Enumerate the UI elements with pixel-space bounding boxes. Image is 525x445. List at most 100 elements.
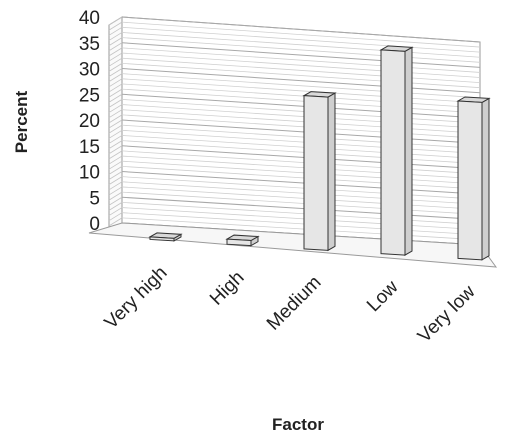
bar-front xyxy=(457,100,483,261)
y-tick-label: 5 xyxy=(89,188,100,209)
side-gridline xyxy=(108,32,123,41)
y-tick-label: 40 xyxy=(79,8,100,29)
bar xyxy=(148,232,183,242)
bar-front xyxy=(303,95,329,251)
side-gridline xyxy=(108,104,123,113)
side-gridline xyxy=(108,21,123,31)
side-gridline xyxy=(108,114,123,124)
side-gridline xyxy=(108,83,123,93)
gridline xyxy=(121,32,481,58)
bar xyxy=(379,45,414,256)
side-gridline xyxy=(108,176,123,185)
side-gridline xyxy=(108,63,123,72)
side-gridline xyxy=(108,140,123,149)
side-gridline xyxy=(108,202,123,211)
gridline xyxy=(121,150,481,175)
side-gridline xyxy=(108,47,123,57)
gridline xyxy=(121,160,481,185)
x-category-label: Medium xyxy=(263,272,326,335)
gridline xyxy=(121,202,481,226)
gridline xyxy=(121,119,481,144)
side-gridline xyxy=(108,78,123,88)
gridline xyxy=(121,181,481,205)
y-tick-label: 10 xyxy=(79,163,100,184)
gridline xyxy=(121,52,481,78)
gridline xyxy=(121,47,481,73)
bar xyxy=(225,234,260,247)
side-gridline xyxy=(108,68,123,77)
gridline xyxy=(121,57,481,83)
gridline xyxy=(121,129,481,155)
gridline xyxy=(121,165,481,190)
side-gridline xyxy=(108,171,123,180)
gridline xyxy=(121,114,481,139)
bar xyxy=(456,96,491,261)
gridline xyxy=(121,99,481,124)
gridline xyxy=(121,109,481,134)
side-gridline xyxy=(108,26,123,36)
gridline xyxy=(121,83,481,109)
gridline xyxy=(121,104,481,129)
y-tick-label: 35 xyxy=(79,34,100,55)
side-gridline xyxy=(108,88,123,98)
x-category-labels: Very high High Medium Low Very low xyxy=(101,263,480,348)
gridline xyxy=(121,21,481,48)
side-gridline xyxy=(108,155,123,165)
gridline xyxy=(121,217,481,241)
side-gridline xyxy=(108,93,123,103)
side-gridline xyxy=(108,37,123,46)
bar-front xyxy=(380,49,406,256)
gridline xyxy=(121,135,481,160)
y-tick-labels: 0 5 10 15 20 25 30 35 40 xyxy=(79,8,100,235)
x-category-label: High xyxy=(206,267,248,309)
side-gridline xyxy=(108,181,123,191)
gridline xyxy=(121,42,481,68)
side-gridline xyxy=(108,52,123,62)
x-axis-title: Factor xyxy=(272,415,324,434)
side-gridline xyxy=(108,42,123,52)
gridline xyxy=(121,37,481,63)
side-gridline xyxy=(108,217,123,227)
side-gridline xyxy=(108,16,123,26)
side-gridline xyxy=(108,109,123,119)
side-gridline xyxy=(108,186,123,196)
gridline xyxy=(121,93,481,119)
side-gridline xyxy=(108,124,123,134)
side-gridline xyxy=(108,160,123,170)
side-gridline xyxy=(108,191,123,201)
gridline xyxy=(121,78,481,104)
bar-side xyxy=(327,92,336,252)
side-gridline xyxy=(108,129,123,139)
gridline xyxy=(121,124,481,149)
x-category-label: Very high xyxy=(101,263,172,334)
gridline xyxy=(121,73,481,99)
gridline xyxy=(121,145,481,170)
gridline xyxy=(121,171,481,195)
gridline xyxy=(121,212,481,236)
side-gridline xyxy=(108,212,123,222)
gridline xyxy=(121,26,481,53)
gridline xyxy=(121,191,481,215)
bar-front xyxy=(149,236,175,242)
gridline xyxy=(121,155,481,180)
gridline xyxy=(121,176,481,200)
x-category-label: Very low xyxy=(414,281,480,347)
side-gridline xyxy=(108,99,123,108)
bar xyxy=(302,91,337,252)
bars xyxy=(148,45,491,261)
gridline xyxy=(121,62,481,89)
side-gridline xyxy=(108,145,123,155)
gridline xyxy=(121,186,481,210)
side-gridline xyxy=(108,119,123,129)
gridline xyxy=(121,68,481,94)
y-tick-label: 20 xyxy=(79,111,100,132)
y-tick-label: 25 xyxy=(79,85,100,106)
y-tick-label: 30 xyxy=(79,60,100,81)
floor xyxy=(88,222,498,268)
gridline xyxy=(121,88,481,114)
side-gridline xyxy=(108,196,123,206)
side-gridline xyxy=(108,150,123,160)
gridline xyxy=(121,140,481,165)
y-axis-title: Percent xyxy=(12,90,31,153)
